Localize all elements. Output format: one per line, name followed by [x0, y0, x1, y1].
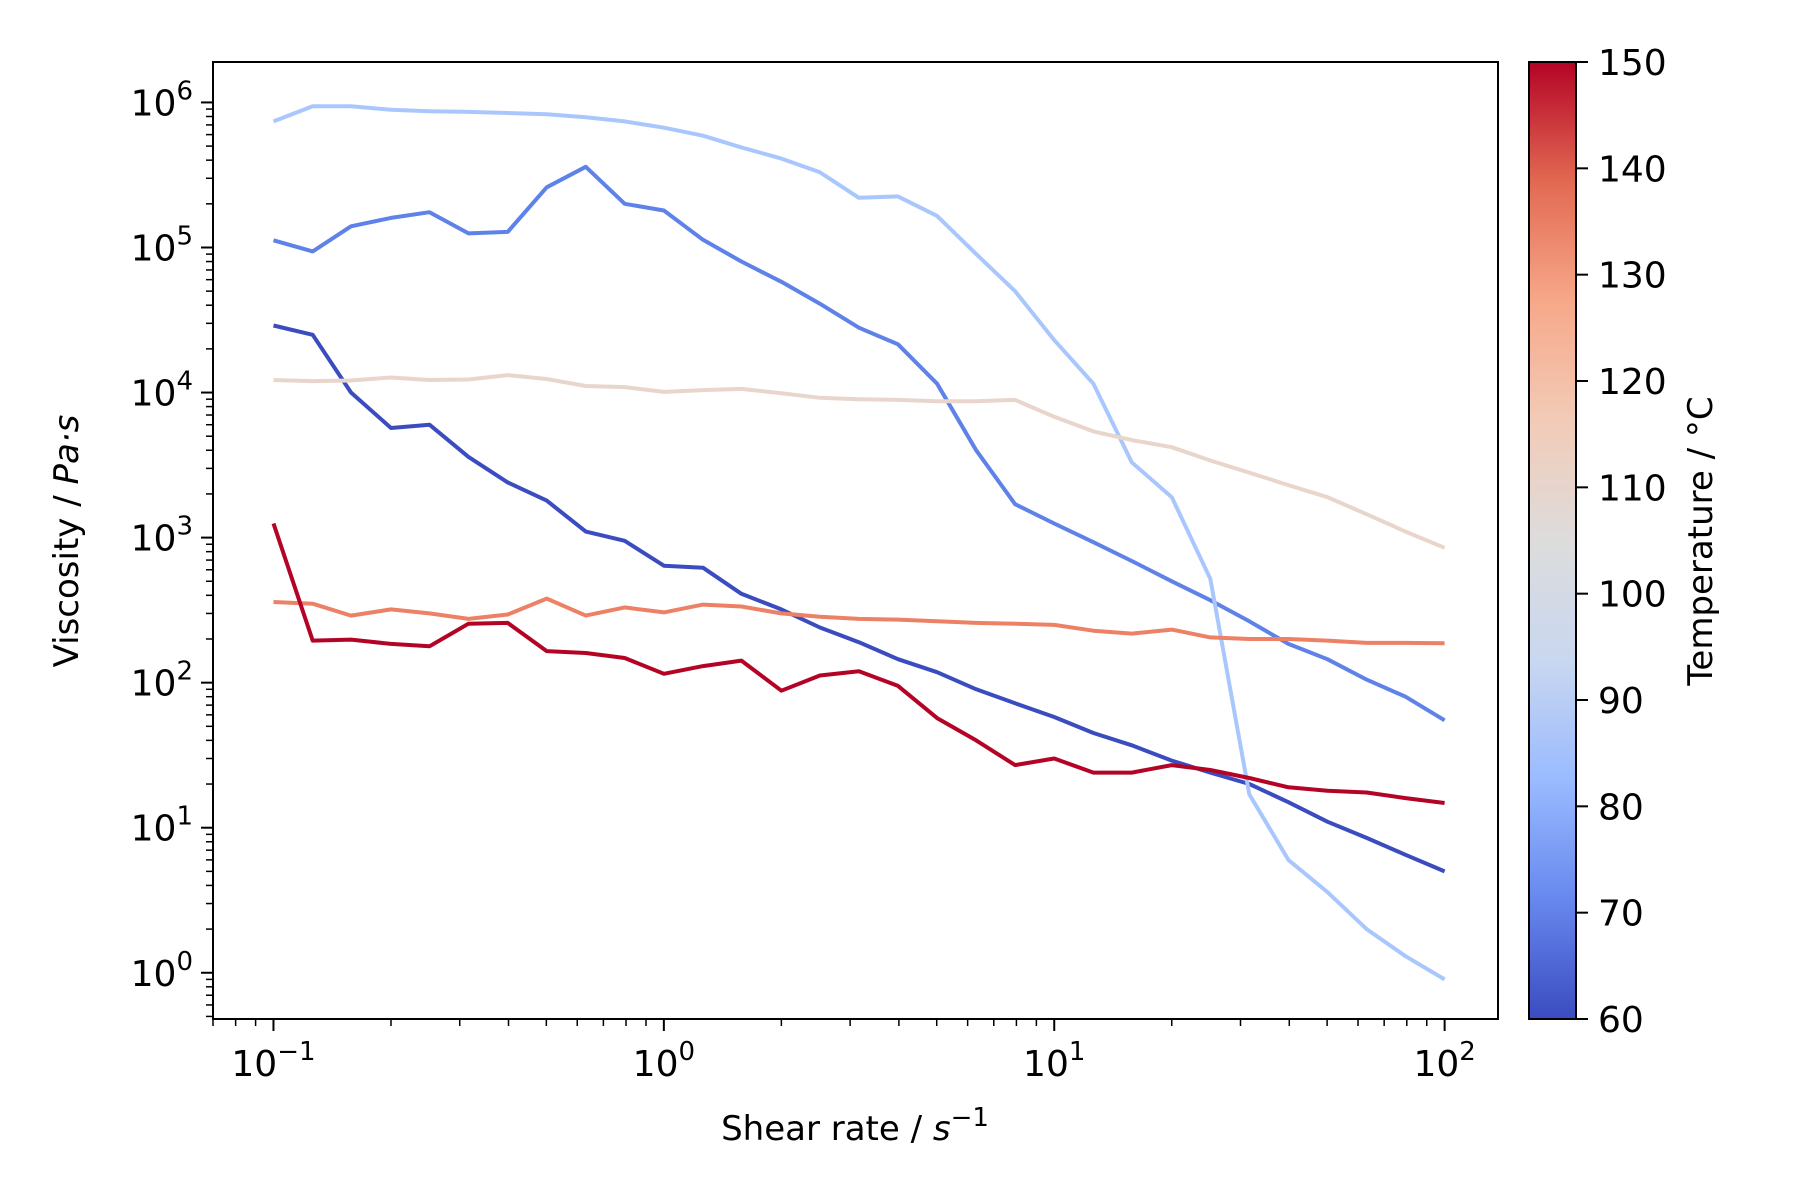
colorbar-tick-label: 100	[1598, 575, 1667, 616]
series-line-5	[271, 522, 1445, 805]
x-tick-label: 101	[1023, 1037, 1085, 1085]
series-line-2	[272, 104, 1446, 982]
colorbar-label: Temperature / °C	[1681, 396, 1721, 686]
plot-background	[213, 62, 1498, 1019]
x-axis: 10−1 100 101 102	[212, 1019, 1476, 1085]
series-group	[271, 104, 1446, 982]
y-tick-base: 10	[131, 664, 177, 705]
series-line-3	[273, 373, 1446, 550]
colorbar-tick-label: 140	[1598, 149, 1667, 190]
x-tick-label: 10−1	[231, 1037, 315, 1085]
y-tick-base: 10	[131, 374, 177, 415]
colorbar-gradient	[1528, 61, 1577, 1020]
x-tick-exp: 2	[1459, 1037, 1476, 1067]
x-tick-base: 10	[231, 1044, 277, 1085]
colorbar-ticks: 60 70 80 90 100 110 120 130 140 150	[1576, 43, 1667, 1041]
y-tick-exp: 3	[176, 512, 193, 542]
x-tick-base: 10	[633, 1044, 679, 1085]
y-tick-exp: 1	[176, 802, 193, 832]
colorbar-tick-label: 120	[1598, 362, 1667, 403]
x-tick-exp: −1	[277, 1037, 315, 1067]
plot-area	[212, 61, 1499, 1020]
colorbar-tick-label: 90	[1598, 681, 1644, 722]
y-tick-base: 10	[131, 519, 177, 560]
y-tick-exp: 6	[176, 76, 193, 106]
y-axis-label: Viscosity / Pa·s	[47, 415, 87, 668]
y-tick-exp: 2	[176, 657, 193, 687]
x-axis-label-unit-exp: −1	[951, 1103, 989, 1133]
colorbar-tick-label: 130	[1598, 256, 1667, 297]
y-tick-label: 100	[131, 947, 193, 995]
y-axis-label-unit: Pa·s	[47, 415, 87, 485]
x-axis-label: Shear rate / s−1	[721, 1103, 989, 1149]
series-line-4	[273, 596, 1445, 646]
x-tick-exp: 1	[1069, 1037, 1086, 1067]
colorbar: 60 70 80 90 100 110 120 130 140 150 Temperature /…	[1528, 43, 1721, 1041]
y-tick-label: 102	[131, 657, 193, 705]
y-tick-label: 101	[131, 802, 193, 850]
x-tick-base: 10	[1023, 1044, 1069, 1085]
series-line-1	[272, 164, 1446, 723]
colorbar-tick-label: 150	[1598, 43, 1667, 84]
x-tick-base: 10	[1413, 1044, 1459, 1085]
x-tick-label: 102	[1413, 1037, 1475, 1085]
y-tick-base: 10	[131, 809, 177, 850]
colorbar-tick-label: 80	[1598, 787, 1644, 828]
y-tick-base: 10	[131, 228, 177, 269]
y-tick-base: 10	[131, 954, 177, 995]
x-axis-label-prefix: Shear rate /	[721, 1109, 933, 1149]
x-tick-label: 100	[633, 1037, 695, 1085]
plot-frame	[212, 61, 1499, 1020]
y-tick-exp: 5	[176, 221, 193, 251]
y-tick-label: 106	[131, 76, 193, 124]
colorbar-tick-label: 110	[1598, 468, 1667, 509]
y-tick-exp: 4	[176, 367, 193, 397]
y-axis-label-prefix: Viscosity /	[47, 485, 87, 668]
y-tick-exp: 0	[176, 947, 193, 977]
colorbar-tick-label: 60	[1598, 1000, 1644, 1041]
y-tick-label: 104	[131, 367, 193, 415]
y-tick-label: 103	[131, 512, 193, 560]
y-tick-base: 10	[131, 83, 177, 124]
y-tick-label: 105	[131, 221, 193, 269]
x-axis-label-unit: s	[933, 1109, 951, 1149]
x-tick-exp: 0	[678, 1037, 695, 1067]
colorbar-tick-label: 70	[1598, 894, 1644, 935]
